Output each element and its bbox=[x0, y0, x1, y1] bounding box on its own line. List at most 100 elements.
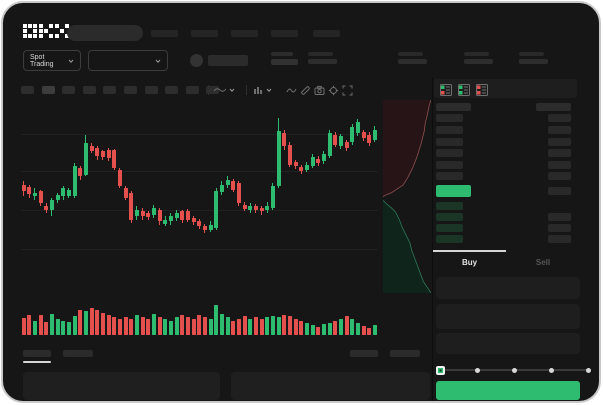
volume-bar bbox=[163, 319, 168, 335]
amount-input[interactable] bbox=[436, 304, 580, 329]
volume-bar bbox=[55, 318, 60, 335]
slider-handle[interactable] bbox=[436, 366, 445, 375]
nav-item-placeholder-0[interactable] bbox=[151, 30, 178, 37]
bottom-tab-0[interactable] bbox=[23, 350, 51, 357]
settings-icon[interactable] bbox=[328, 85, 339, 96]
orderbook-header-amount bbox=[536, 103, 571, 111]
search-input[interactable] bbox=[67, 25, 143, 41]
bid-row-price[interactable] bbox=[436, 224, 463, 232]
candle-body bbox=[89, 145, 94, 152]
slider-stop-1[interactable] bbox=[475, 368, 480, 373]
slider-stop-4[interactable] bbox=[586, 368, 591, 373]
volume-bar bbox=[202, 317, 207, 335]
volume-bar bbox=[338, 319, 343, 335]
bid-row-price[interactable] bbox=[436, 213, 463, 221]
candle-body bbox=[344, 142, 349, 149]
candle-body bbox=[134, 209, 139, 217]
tab-buy[interactable]: Buy bbox=[461, 258, 478, 267]
active-tab-underline bbox=[23, 361, 51, 363]
candle-body bbox=[78, 167, 83, 177]
candlestick-chart[interactable] bbox=[21, 103, 378, 293]
candle-body bbox=[338, 136, 343, 147]
market-type-dropdown[interactable]: Spot Trading bbox=[23, 50, 81, 71]
bottom-tab-1[interactable] bbox=[63, 350, 93, 357]
ask-row-price[interactable] bbox=[436, 172, 463, 180]
draw-tool-icon[interactable] bbox=[300, 85, 311, 96]
book-bids-icon[interactable] bbox=[458, 83, 470, 96]
chevron-down-icon bbox=[68, 58, 74, 64]
interval-button-8[interactable] bbox=[185, 86, 199, 94]
candle-body bbox=[32, 193, 37, 197]
pair-name-placeholder bbox=[208, 55, 248, 66]
interval-button-9[interactable] bbox=[206, 86, 220, 94]
ask-row-price[interactable] bbox=[436, 138, 463, 146]
price-input[interactable] bbox=[436, 277, 580, 299]
orderbook-header-price bbox=[436, 103, 471, 111]
last-price-badge[interactable] bbox=[436, 185, 471, 197]
candle-body bbox=[333, 134, 338, 145]
book-asks-icon[interactable] bbox=[476, 83, 488, 96]
candle-body bbox=[350, 127, 355, 143]
volume-bar bbox=[310, 324, 315, 335]
slider-stop-2[interactable] bbox=[512, 368, 517, 373]
candle-body bbox=[157, 209, 162, 222]
indicator-dropdown[interactable] bbox=[253, 85, 277, 95]
bid-row-price[interactable] bbox=[436, 235, 463, 243]
tab-sell[interactable]: Sell bbox=[535, 258, 551, 267]
ask-row-price[interactable] bbox=[436, 114, 463, 122]
nav-item-placeholder-3[interactable] bbox=[271, 30, 298, 37]
interval-button-3[interactable] bbox=[82, 86, 96, 94]
bottom-action-placeholder-0[interactable] bbox=[350, 350, 378, 357]
volume-bar bbox=[372, 325, 377, 335]
volume-bar bbox=[27, 314, 32, 335]
volume-bar bbox=[265, 317, 270, 335]
volume-bar bbox=[174, 317, 179, 335]
bid-row-amount bbox=[548, 235, 571, 243]
candle-body bbox=[61, 187, 66, 197]
volume-bar bbox=[185, 317, 190, 335]
gridline-3 bbox=[21, 248, 378, 250]
ask-row-price[interactable] bbox=[436, 149, 463, 157]
okx-logo[interactable] bbox=[23, 24, 69, 38]
volume-bar bbox=[344, 315, 349, 335]
nav-item-placeholder-1[interactable] bbox=[191, 30, 218, 37]
candle-body bbox=[123, 187, 128, 198]
candle-body bbox=[253, 206, 258, 211]
total-input[interactable] bbox=[436, 333, 580, 354]
market-type-label: Spot Trading bbox=[30, 53, 54, 68]
interval-button-6[interactable] bbox=[144, 86, 158, 94]
volume-bar bbox=[299, 321, 304, 335]
interval-button-7[interactable] bbox=[165, 86, 179, 94]
slider-stop-3[interactable] bbox=[549, 368, 554, 373]
nav-item-placeholder-4[interactable] bbox=[313, 30, 340, 37]
interval-button-5[interactable] bbox=[124, 86, 137, 94]
fullscreen-icon[interactable] bbox=[342, 85, 353, 96]
bottom-action-placeholder-1[interactable] bbox=[390, 350, 420, 357]
nav-item-placeholder-2[interactable] bbox=[231, 30, 258, 37]
interval-button-2[interactable] bbox=[62, 86, 76, 94]
volume-bar bbox=[140, 317, 145, 335]
candle-body bbox=[293, 162, 298, 167]
line-tool-icon[interactable] bbox=[286, 85, 297, 96]
ask-row-price[interactable] bbox=[436, 161, 463, 169]
gridline-0 bbox=[21, 133, 378, 135]
candle-type-dropdown[interactable] bbox=[214, 85, 238, 95]
interval-button-4[interactable] bbox=[103, 86, 117, 94]
candle-body bbox=[202, 226, 207, 231]
candle-body bbox=[214, 191, 219, 228]
ask-row-price[interactable] bbox=[436, 126, 463, 134]
candle-body bbox=[287, 144, 292, 165]
buy-submit-button[interactable] bbox=[436, 381, 580, 400]
interval-button-1[interactable] bbox=[41, 86, 55, 94]
orders-table-placeholder bbox=[23, 372, 220, 400]
candle-body bbox=[49, 199, 54, 210]
book-combined-icon[interactable] bbox=[440, 83, 452, 96]
bid-row-price[interactable] bbox=[436, 202, 463, 210]
pair-selector-dropdown[interactable] bbox=[88, 50, 168, 71]
volume-bar bbox=[123, 317, 128, 335]
interval-button-0[interactable] bbox=[21, 86, 34, 94]
candle-body bbox=[282, 133, 287, 147]
camera-icon[interactable] bbox=[314, 85, 325, 96]
candle-body bbox=[355, 122, 360, 133]
candle-body bbox=[236, 182, 241, 203]
